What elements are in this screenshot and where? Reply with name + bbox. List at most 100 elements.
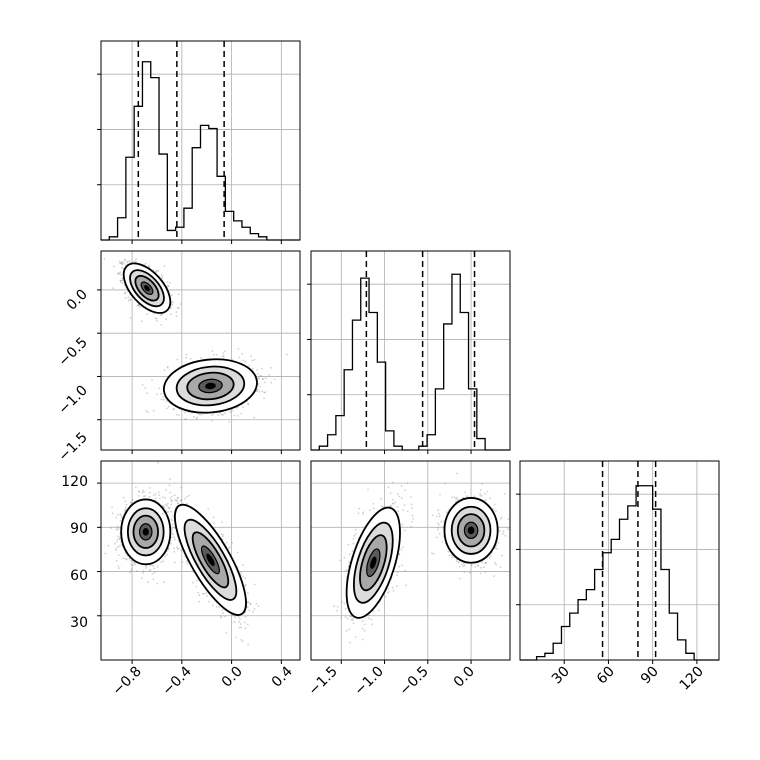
scatter-point: [151, 573, 154, 575]
scatter-point: [235, 636, 238, 639]
scatter-point: [138, 304, 141, 307]
scatter-point: [120, 273, 123, 276]
scatter-point: [124, 292, 126, 295]
scatter-point: [133, 562, 136, 565]
scatter-point: [172, 301, 174, 304]
scatter-point: [118, 567, 120, 569]
scatter-point: [238, 626, 241, 629]
axes-frame: [519, 460, 720, 661]
scatter-point: [119, 271, 122, 274]
scatter-point: [178, 414, 180, 416]
scatter-point: [138, 490, 141, 493]
scatter-point: [211, 604, 214, 607]
scatter-point: [124, 506, 127, 509]
scatter-point: [157, 269, 160, 272]
scatter-point: [119, 279, 122, 282]
scatter-point: [236, 551, 239, 554]
scatter-point: [174, 499, 176, 501]
scatter-point: [184, 418, 187, 421]
scatter-point: [163, 369, 166, 371]
scatter-point: [135, 258, 138, 261]
scatter-point: [166, 553, 168, 556]
scatter-point: [207, 508, 210, 510]
scatter-point: [118, 273, 121, 275]
scatter-point: [173, 408, 175, 411]
scatter-point: [200, 357, 203, 359]
panel-scatter-p1-p3: [97, 460, 301, 664]
scatter-point: [181, 561, 184, 564]
scatter-point: [167, 547, 170, 550]
scatter-point: [171, 294, 173, 296]
scatter-point: [211, 419, 214, 422]
scatter-point: [167, 285, 170, 287]
scatter-point: [158, 494, 160, 497]
scatter-point: [124, 552, 127, 555]
scatter-point: [162, 396, 165, 398]
scatter-point: [165, 400, 168, 403]
scatter-point: [170, 542, 173, 545]
scatter-point: [208, 600, 210, 603]
scatter-point: [120, 281, 122, 284]
scatter-point: [219, 412, 222, 414]
scatter-point: [162, 496, 165, 499]
scatter-point: [240, 573, 243, 576]
scatter-point: [153, 567, 155, 570]
scatter-point: [171, 528, 174, 530]
scatter-point: [264, 377, 267, 380]
scatter-point: [157, 461, 160, 464]
scatter-point: [107, 544, 110, 547]
scatter-point: [160, 323, 163, 326]
scatter-point: [149, 491, 151, 494]
scatter-point: [120, 514, 123, 517]
scatter-point: [116, 273, 119, 275]
scatter-point: [111, 506, 113, 509]
scatter-point: [124, 259, 127, 262]
scatter-point: [124, 297, 127, 299]
scatter-point: [149, 569, 152, 571]
scatter-point: [196, 579, 198, 582]
scatter-point: [112, 287, 114, 289]
scatter-point: [237, 348, 240, 350]
scatter-point: [180, 486, 182, 489]
scatter-point: [241, 352, 244, 355]
scatter-point: [121, 266, 123, 269]
scatter-point: [146, 392, 149, 395]
scatter-point: [240, 626, 243, 629]
scatter-point: [258, 377, 260, 380]
scatter-point: [166, 281, 169, 283]
scatter-point: [132, 564, 135, 567]
scatter-point: [221, 521, 224, 523]
scatter-point: [148, 495, 151, 498]
scatter-point: [145, 410, 148, 412]
scatter-point: [104, 552, 107, 555]
panel-scatter-p1-p2: [97, 250, 301, 454]
scatter-point: [164, 555, 167, 558]
scatter-point: [255, 390, 258, 393]
scatter-point: [130, 559, 133, 562]
scatter-point: [176, 548, 179, 550]
scatter-point: [173, 547, 176, 550]
scatter-point: [167, 506, 170, 509]
scatter-point: [245, 583, 247, 586]
scatter-point: [167, 405, 170, 408]
scatter-point: [144, 495, 147, 497]
scatter-point: [116, 538, 119, 541]
scatter-point: [118, 538, 121, 540]
scatter-point: [263, 391, 265, 394]
scatter-point: [263, 397, 265, 400]
scatter-point: [212, 413, 215, 415]
scatter-point: [258, 390, 261, 393]
scatter-point: [166, 502, 169, 505]
scatter-point: [162, 505, 165, 508]
scatter-point: [211, 414, 214, 416]
scatter-point: [121, 277, 124, 280]
scatter-point: [155, 270, 158, 272]
scatter-point: [124, 292, 126, 294]
scatter-point: [160, 273, 163, 276]
scatter-point: [151, 379, 154, 382]
scatter-point: [124, 508, 126, 511]
histogram-step-line: [520, 485, 719, 661]
scatter-points: [104, 461, 260, 646]
scatter-point: [128, 260, 131, 263]
